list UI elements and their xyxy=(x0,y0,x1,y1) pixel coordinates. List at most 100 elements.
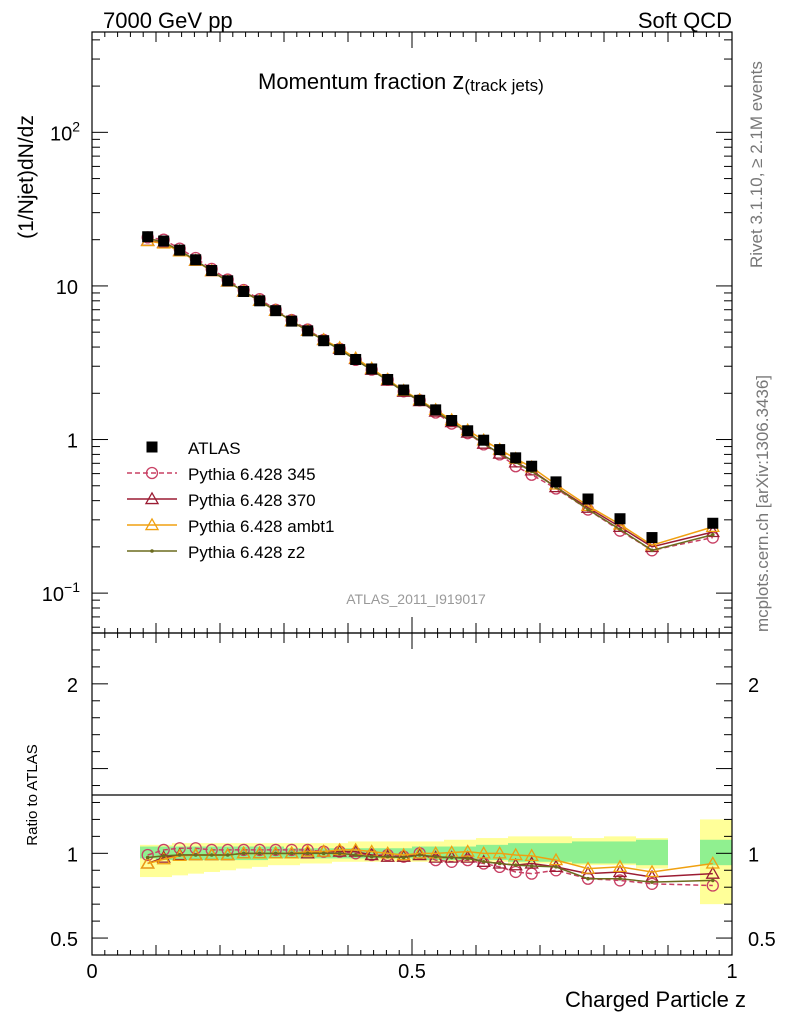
legend-atlas-marker xyxy=(146,441,158,453)
analysis-watermark: ATLAS_2011_I919017 xyxy=(346,591,486,607)
atlas-data-point xyxy=(582,493,594,505)
ratio-series-point xyxy=(554,865,558,869)
x-tick-label: 0.5 xyxy=(398,961,426,983)
ratio-y-axis-label: Ratio to ATLAS xyxy=(24,744,41,845)
atlas-data-point xyxy=(430,404,442,416)
legend-marker xyxy=(145,466,159,480)
ratio-series-point xyxy=(465,856,470,861)
ratio-series-point xyxy=(289,851,294,856)
atlas-data-point xyxy=(254,295,266,307)
main-y-tick-label: 10−1 xyxy=(42,579,80,606)
ratio-series-point xyxy=(460,844,475,857)
ratio-marks-layer xyxy=(140,842,720,892)
ratio-green-band xyxy=(364,848,380,859)
ratio-series-point xyxy=(705,866,720,879)
series-point xyxy=(711,532,715,537)
ratio-y-tick-label: 1 xyxy=(67,844,78,866)
ratio-series-line xyxy=(147,852,713,883)
atlas-data-point xyxy=(526,460,538,472)
x-axis-label: Charged Particle z xyxy=(565,987,746,1012)
atlas-data-point xyxy=(350,353,362,365)
atlas-data-point xyxy=(414,394,426,406)
ratio-series-point xyxy=(417,853,422,857)
ratio-series-point xyxy=(353,853,358,857)
ratio-green-band xyxy=(476,844,492,861)
atlas-data-point xyxy=(270,305,282,317)
ratio-series-point xyxy=(380,849,395,862)
chart-title: Momentum fraction z(track jets) xyxy=(258,68,544,95)
ratio-series-point xyxy=(705,856,720,869)
atlas-data-point xyxy=(646,532,658,544)
ratio-y-tick-label-right: 2 xyxy=(748,675,759,697)
ratio-series-point xyxy=(284,845,299,859)
ratio-green-band xyxy=(572,841,604,864)
ratio-series-point xyxy=(257,851,262,856)
header-collision-energy: 7000 GeV pp xyxy=(103,8,233,33)
ratio-series-point xyxy=(613,874,627,887)
main-panel: 10−1 1 10 102 Momentum fraction z(track jet… xyxy=(15,31,733,634)
ratio-y-tick-label: 2 xyxy=(67,675,78,697)
ratio-series-point xyxy=(252,845,267,859)
ratio-series-point xyxy=(145,855,150,860)
ratio-series-point xyxy=(177,853,182,857)
main-axes-layer: 10−1 1 10 102 xyxy=(42,32,733,633)
legend-label: Pythia 6.428 z2 xyxy=(188,543,305,562)
main-marks-layer xyxy=(140,231,720,557)
ratio-series-point xyxy=(612,859,628,873)
ratio-series-point xyxy=(300,844,315,857)
atlas-data-point xyxy=(478,434,490,446)
legend-label: Pythia 6.428 345 xyxy=(188,465,316,484)
atlas-data-point xyxy=(494,444,506,456)
ratio-series-point xyxy=(204,847,219,861)
main-y-tick-label: 10 xyxy=(56,277,78,299)
ratio-series-point xyxy=(508,847,523,861)
ratio-series-point xyxy=(396,849,411,862)
ratio-green-band xyxy=(700,839,732,866)
ratio-series-point xyxy=(236,845,251,859)
atlas-data-point xyxy=(142,231,154,243)
ratio-green-band xyxy=(636,839,668,866)
ratio-series-point xyxy=(548,852,564,866)
ratio-series-point xyxy=(449,855,454,860)
atlas-data-point xyxy=(614,513,626,525)
atlas-data-point xyxy=(206,265,218,277)
ratio-series-point xyxy=(433,854,438,859)
ratio-series-point xyxy=(396,847,411,861)
ratio-series-point xyxy=(305,851,310,856)
atlas-data-point xyxy=(510,452,522,464)
ratio-series-point xyxy=(711,878,715,883)
ratio-y-tick-label: 0.5 xyxy=(50,929,78,951)
ratio-series-point xyxy=(269,843,282,857)
ratio-series-point xyxy=(237,843,250,857)
ratio-green-band xyxy=(604,841,636,864)
ratio-series-point xyxy=(337,851,342,856)
ratio-series-point xyxy=(644,864,660,878)
ratio-frame xyxy=(91,632,733,956)
atlas-data-point xyxy=(446,415,458,427)
series-point xyxy=(650,548,654,553)
series-point xyxy=(586,507,590,512)
x-tick-label: 1 xyxy=(726,961,737,983)
ratio-green-band xyxy=(396,848,412,859)
ratio-series-point xyxy=(369,854,374,859)
ratio-series-point xyxy=(209,853,214,857)
ratio-series-point xyxy=(225,853,230,857)
ratio-series-point xyxy=(401,855,406,860)
atlas-data-point xyxy=(286,315,298,327)
legend-marker xyxy=(150,549,154,553)
atlas-data-point xyxy=(550,476,562,488)
ratio-series-point xyxy=(321,851,326,856)
ratio-series-point xyxy=(524,856,539,869)
ratio-series-point xyxy=(241,851,246,856)
ratio-y-tick-label-right: 1 xyxy=(748,844,759,866)
ratio-y-tick-label-right: 0.5 xyxy=(748,929,776,951)
atlas-data-point xyxy=(238,285,250,297)
series-point xyxy=(618,527,622,532)
ratio-series-point xyxy=(497,861,502,866)
ratio-green-band xyxy=(540,843,572,862)
legend-marker xyxy=(144,517,160,531)
ratio-series-point xyxy=(385,854,390,859)
legend-label: Pythia 6.428 ambt1 xyxy=(188,517,334,536)
legend-marker xyxy=(144,491,160,505)
